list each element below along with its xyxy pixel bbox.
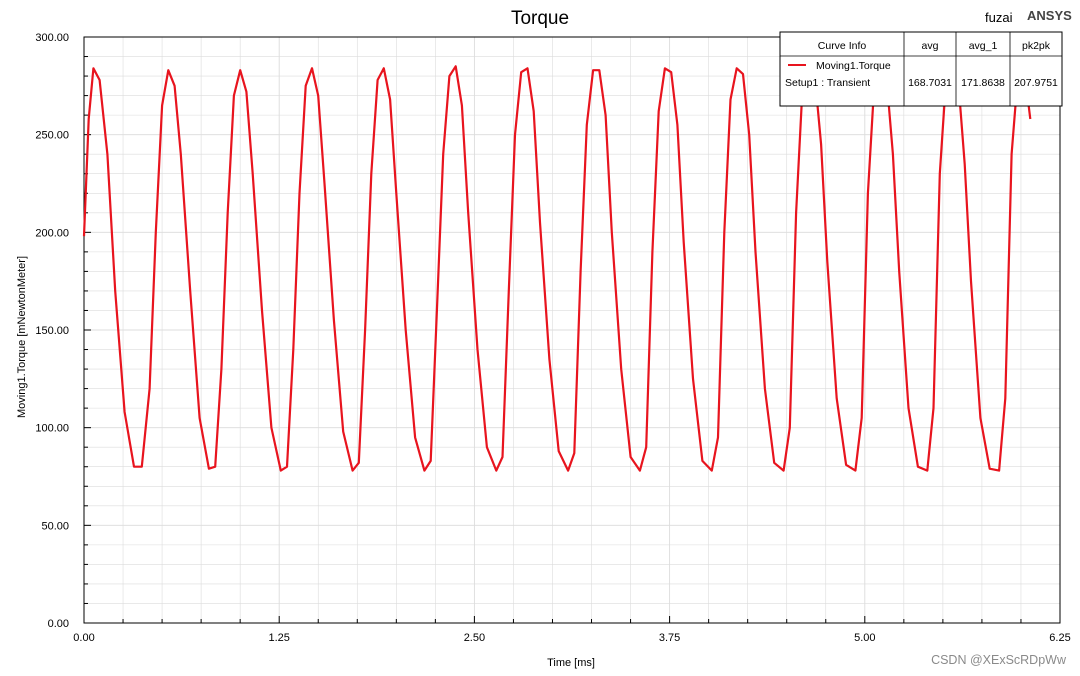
x-tick-label: 3.75 [659,632,680,644]
x-tick-label: 1.25 [268,632,289,644]
legend-background [779,31,1063,107]
y-axis-label: Moving1.Torque [mNewtonMeter] [16,256,28,418]
legend-value-avg: 168.7031 [908,77,952,89]
legend-header-pk2pk: pk2pk [1022,40,1051,52]
legend-value-pk2pk: 207.9751 [1014,77,1058,89]
legend-header-curve-info: Curve Info [818,40,867,52]
legend-header-avg: avg [922,40,939,52]
series-layer [82,65,1032,472]
legend-header-avg-1: avg_1 [969,40,998,52]
x-tick-label: 2.50 [464,632,485,644]
y-tick-label: 200.00 [35,227,69,239]
watermark: CSDN @XExScRDpWw [931,653,1067,667]
y-tick-label: 150.00 [35,325,69,337]
y-tick-label: 300.00 [35,32,69,44]
chart-title: Torque [511,8,569,29]
legend-curve-name: Moving1.Torque [816,60,891,72]
x-axis-label: Time [ms] [547,657,595,669]
x-tick-label: 0.00 [73,632,94,644]
grid-lines [84,37,1060,623]
legend-setup-name: Setup1 : Transient [785,77,870,89]
legend-value-avg-1: 171.8638 [961,77,1005,89]
ansys-logo: ANSYS [1027,8,1072,23]
project-label: fuzai [985,10,1013,25]
x-tick-label: 5.00 [854,632,875,644]
x-tick-labels: 0.00 1.25 2.50 3.75 5.00 6.25 [73,632,1070,644]
legend-table[interactable]: Curve Info avg avg_1 pk2pk Moving1.Torqu… [779,31,1063,107]
x-tick-label: 6.25 [1049,632,1070,644]
y-tick-label: 0.00 [48,618,69,630]
y-tick-label: 250.00 [35,130,69,142]
series-line-moving1-torque [82,65,1032,472]
y-tick-labels: 0.00 50.00 100.00 150.00 200.00 250.00 300.00 [35,32,69,630]
axis-ticks [83,36,1061,624]
y-tick-label: 100.00 [35,423,69,435]
y-tick-label: 50.00 [41,520,69,532]
